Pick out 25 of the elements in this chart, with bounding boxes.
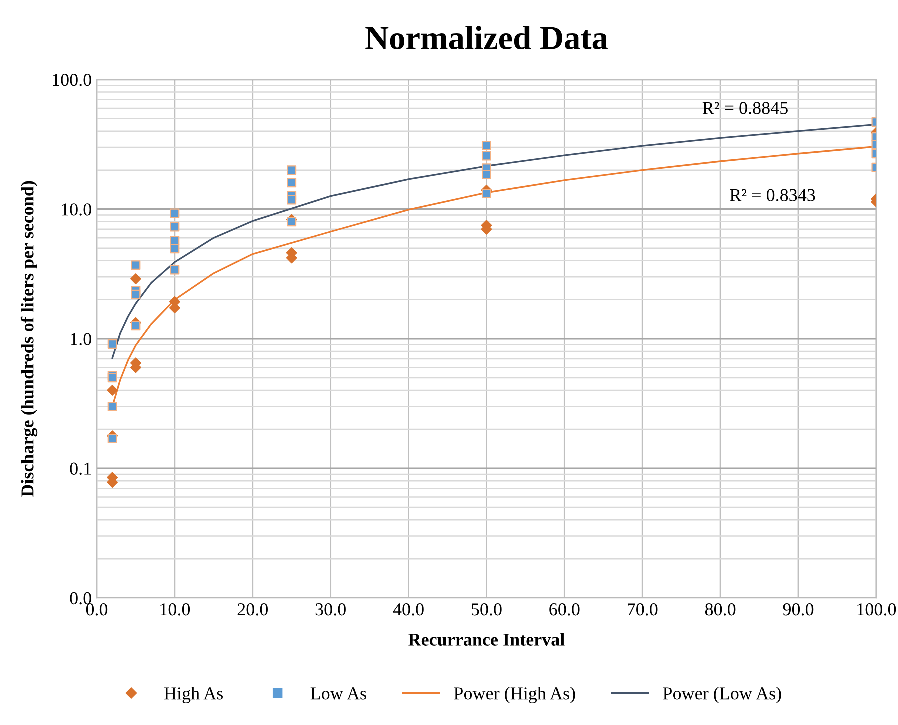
x-tick-label: 100.0: [858, 604, 896, 616]
legend-label: Power (Low As): [663, 687, 782, 704]
y-tick-label: 10.0: [62, 204, 92, 216]
legend-label: Power (High As): [454, 687, 576, 704]
x-tick-label: 50.0: [472, 604, 502, 616]
x-tick-label: 20.0: [238, 604, 268, 616]
x-tick-label: 70.0: [628, 604, 658, 616]
x-tick-label: 40.0: [393, 604, 424, 616]
y-axis-title: Discharge (hundreds of liters per second): [20, 181, 38, 498]
x-tick-label: 30.0: [316, 604, 346, 616]
y-tick-label: 100.0: [53, 74, 92, 86]
x-tick-label: 80.0: [705, 604, 736, 616]
legend-label: Low As: [310, 688, 366, 700]
y-tick-label: 0.1: [70, 462, 92, 476]
x-tick-label: 0.0: [86, 604, 108, 616]
x-tick-label: 10.0: [160, 604, 190, 616]
x-tick-label: 90.0: [783, 604, 814, 616]
chart-title: Normalized Data: [366, 26, 608, 50]
annotation: R² = 0.8845: [702, 102, 788, 114]
x-axis-title: Recurrance Interval: [408, 633, 565, 646]
x-tick-label: 60.0: [550, 604, 580, 616]
y-tick-label: 0.0: [70, 592, 92, 605]
annotation: R² = 0.8343: [730, 189, 816, 202]
y-tick-label: 1.0: [71, 333, 92, 346]
legend-label: High As: [164, 687, 224, 704]
